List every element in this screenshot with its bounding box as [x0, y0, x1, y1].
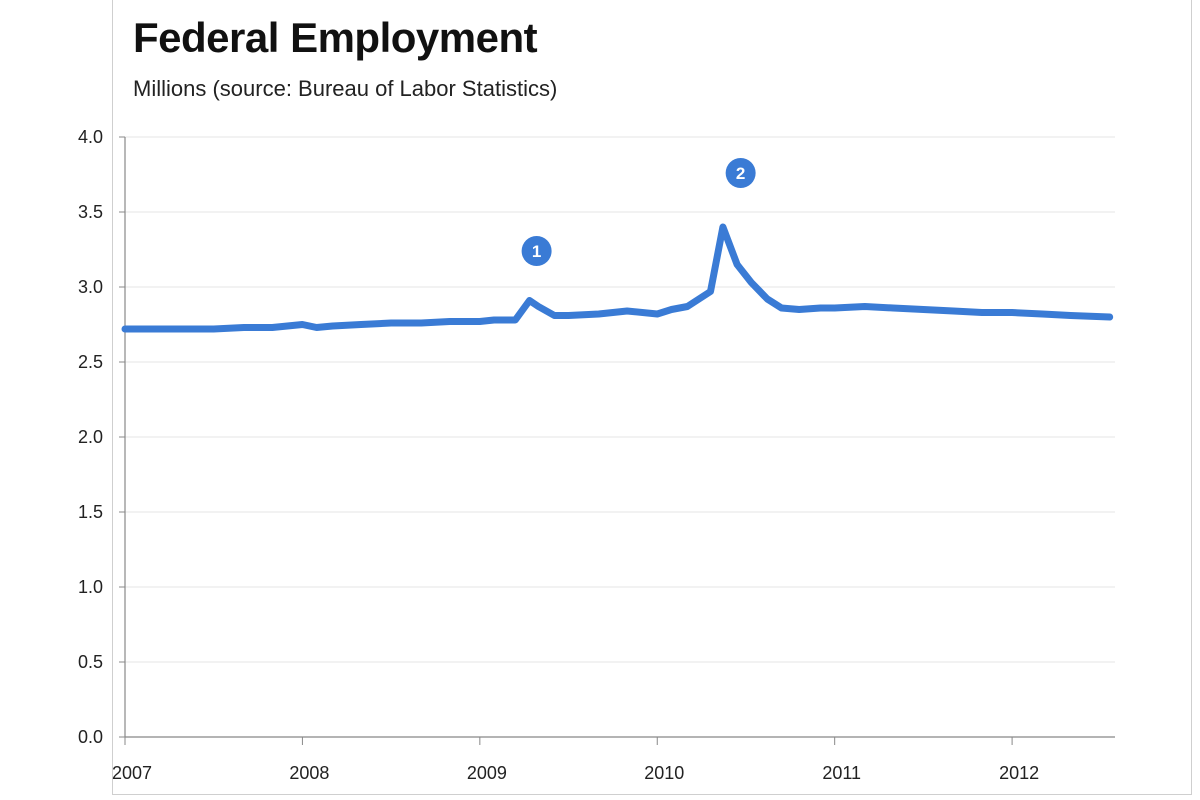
y-tick-label: 2.5	[78, 352, 103, 372]
x-tick-label: 2009	[467, 763, 507, 783]
y-tick-label: 0.0	[78, 727, 103, 747]
y-tick-label: 4.0	[78, 127, 103, 147]
x-tick-label: 2010	[644, 763, 684, 783]
annotation-marker	[521, 236, 552, 266]
chart-subtitle: Millions (source: Bureau of Labor Statis…	[133, 76, 558, 101]
y-tick-label: 2.0	[78, 427, 103, 447]
axes	[119, 136, 1115, 745]
y-tick-label: 3.5	[78, 202, 103, 222]
y-tick-label: 0.5	[78, 652, 103, 672]
series-line	[121, 223, 1114, 333]
x-tick-label: 2008	[289, 763, 329, 783]
y-tick-label: 1.0	[78, 577, 103, 597]
y-tick-label: 3.0	[78, 277, 103, 297]
gridlines	[125, 136, 1115, 663]
x-tick-label: 2011	[822, 763, 861, 783]
annotation-label: 1	[532, 242, 541, 261]
x-tick-labels: 2007 2008 2009 2010 2011 2012	[112, 763, 1039, 783]
chart-title: Federal Employment	[133, 14, 538, 61]
annotations: 12	[521, 158, 756, 266]
x-tick-label: 2007	[112, 763, 152, 783]
y-tick-labels: 0.0 0.5 1.0 1.5 2.0 2.5 3.0 3.5 4.0	[78, 127, 103, 747]
annotation-marker	[725, 158, 756, 188]
annotation-label: 2	[736, 164, 745, 183]
x-tick-label: 2012	[999, 763, 1039, 783]
y-tick-label: 1.5	[78, 502, 103, 522]
series-layer	[121, 223, 1114, 333]
